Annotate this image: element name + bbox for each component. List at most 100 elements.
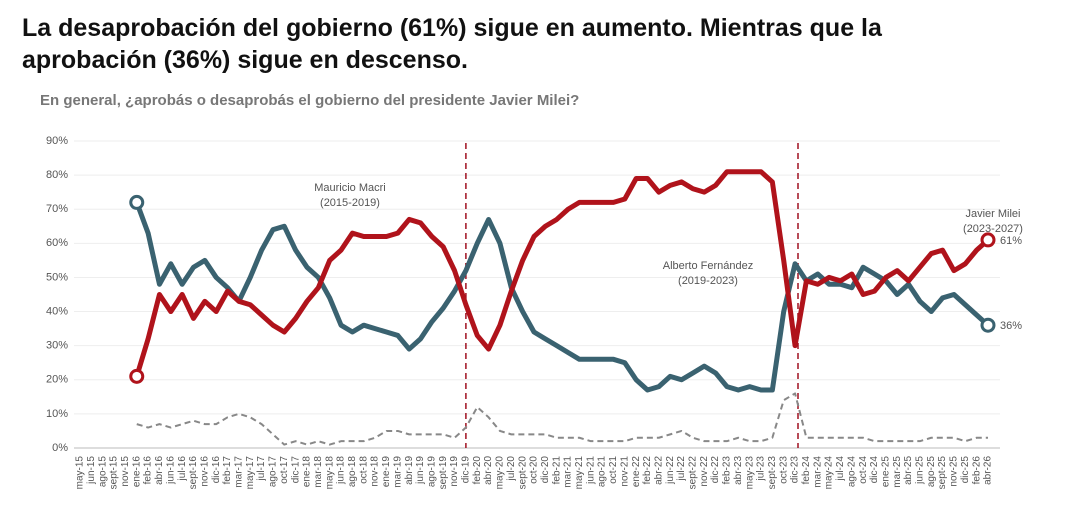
x-tick-label: jul-16 — [177, 456, 188, 482]
period-annotation: (2023-2027) — [963, 223, 1023, 235]
x-tick-label: feb-26 — [971, 456, 982, 485]
x-tick-label: feb-24 — [801, 456, 812, 485]
x-tick-label: sept-23 — [767, 456, 778, 490]
y-tick-label: 20% — [46, 374, 68, 386]
y-tick-label: 70% — [46, 203, 68, 215]
x-tick-label: jun-15 — [86, 456, 97, 485]
x-tick-label: mar-21 — [563, 456, 574, 488]
value-label: 61% — [1000, 235, 1022, 247]
x-tick-label: feb-20 — [472, 456, 483, 485]
x-tick-label: feb-22 — [642, 456, 653, 485]
x-tick-label: jun-21 — [585, 456, 596, 485]
x-tick-label: feb-21 — [551, 456, 562, 485]
x-tick-label: feb-23 — [722, 456, 733, 485]
x-tick-label: ene-16 — [131, 456, 142, 488]
x-tick-label: jul-20 — [506, 456, 517, 482]
x-tick-label: abr-23 — [733, 456, 744, 485]
end-marker — [980, 232, 996, 248]
x-tick-label: sept-22 — [688, 456, 699, 490]
x-tick-label: dic-17 — [290, 456, 301, 484]
x-tick-label: jun-19 — [415, 456, 426, 485]
x-tick-label: ene-25 — [880, 456, 891, 488]
x-tick-label: may-24 — [824, 456, 835, 490]
x-tick-label: jun-25 — [915, 456, 926, 485]
x-tick-label: sept-20 — [517, 456, 528, 490]
x-tick-label: ago-19 — [426, 456, 437, 488]
x-tick-label: oct-23 — [778, 456, 789, 484]
x-tick-label: dic-23 — [790, 456, 801, 484]
x-tick-label: ene-18 — [302, 456, 313, 488]
end-marker — [129, 194, 145, 210]
series-line — [136, 392, 988, 446]
chart-title: La desaprobación del gobierno (61%) sigu… — [22, 14, 882, 74]
y-tick-label: 10% — [46, 408, 68, 420]
x-tick-label: ago-15 — [97, 456, 108, 488]
series-line — [134, 201, 990, 393]
x-tick-label: may-18 — [324, 456, 335, 490]
x-tick-label: may-17 — [245, 456, 256, 490]
x-tick-label: nov-15 — [120, 456, 131, 487]
x-tick-label: may-15 — [75, 456, 86, 490]
x-tick-label: dic-22 — [710, 456, 721, 484]
x-tick-label: abr-16 — [154, 456, 165, 485]
x-tick-label: ago-18 — [347, 456, 358, 488]
end-marker — [129, 368, 145, 384]
period-annotation: (2019-2023) — [678, 275, 738, 287]
x-tick-label: oct-24 — [858, 456, 869, 484]
x-tick-label: jun-16 — [165, 456, 176, 485]
y-tick-label: 30% — [46, 340, 68, 352]
x-tick-label: mar-19 — [392, 456, 403, 488]
x-tick-label: may-21 — [574, 456, 585, 490]
x-tick-label: nov-19 — [449, 456, 460, 487]
x-tick-label: ago-24 — [846, 456, 857, 488]
y-tick-label: 0% — [52, 442, 68, 454]
period-annotation: Alberto Fernández — [663, 260, 754, 272]
x-tick-label: abr-26 — [983, 456, 994, 485]
x-tick-label: ago-25 — [926, 456, 937, 488]
x-tick-label: jul-23 — [756, 456, 767, 482]
x-tick-label: abr-22 — [653, 456, 664, 485]
x-tick-label: jul-22 — [676, 456, 687, 482]
x-tick-label: nov-21 — [619, 456, 630, 487]
x-tick-label: ene-19 — [381, 456, 392, 488]
x-tick-label: feb-17 — [222, 456, 233, 485]
x-tick-label: dic-25 — [960, 456, 971, 484]
x-tick-label: jul-24 — [835, 456, 846, 482]
y-tick-label: 80% — [46, 169, 68, 181]
chart-subtitle: En general, ¿aprobás o desaprobás el gob… — [40, 92, 580, 109]
period-annotation: Mauricio Macri — [314, 182, 386, 194]
x-tick-label: may-20 — [495, 456, 506, 490]
series-line — [134, 169, 990, 378]
x-tick-label: abr-25 — [903, 456, 914, 485]
y-tick-label: 50% — [46, 271, 68, 283]
x-tick-label: nov-18 — [370, 456, 381, 487]
x-tick-label: dic-20 — [540, 456, 551, 484]
x-tick-label: sept-25 — [937, 456, 948, 490]
x-tick-label: jul-17 — [256, 456, 267, 482]
x-tick-label: mar-24 — [812, 456, 823, 488]
x-tick-label: jun-22 — [665, 456, 676, 485]
y-tick-label: 90% — [46, 135, 68, 147]
x-tick-label: mar-18 — [313, 456, 324, 488]
x-tick-label: may-23 — [744, 456, 755, 490]
end-marker — [980, 317, 996, 333]
x-tick-label: sept-15 — [109, 456, 120, 490]
x-tick-label: oct-20 — [529, 456, 540, 484]
x-tick-label: abr-20 — [483, 456, 494, 485]
x-tick-label: nov-25 — [949, 456, 960, 487]
x-tick-label: oct-17 — [279, 456, 290, 484]
x-tick-label: oct-18 — [358, 456, 369, 484]
x-tick-label: ago-21 — [597, 456, 608, 488]
x-tick-label: nov-16 — [199, 456, 210, 487]
x-tick-label: ago-17 — [268, 456, 279, 488]
x-tick-label: mar-17 — [234, 456, 245, 488]
x-tick-label: ene-22 — [631, 456, 642, 488]
y-tick-label: 40% — [46, 305, 68, 317]
x-tick-label: dic-19 — [461, 456, 472, 484]
y-tick-label: 60% — [46, 237, 68, 249]
x-tick-label: sept-16 — [188, 456, 199, 490]
x-tick-label: jun-18 — [336, 456, 347, 485]
x-tick-label: abr-19 — [404, 456, 415, 485]
